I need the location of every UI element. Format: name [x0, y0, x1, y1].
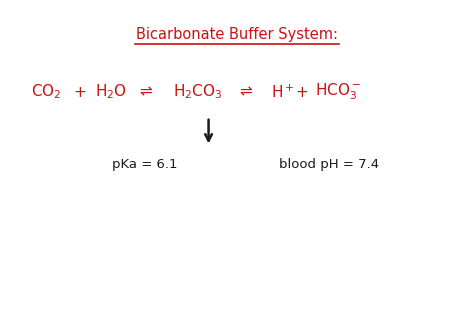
Text: $\rightleftharpoons$: $\rightleftharpoons$	[137, 85, 155, 100]
Text: Bicarbonate Buffer System:: Bicarbonate Buffer System:	[136, 27, 338, 42]
Text: $\mathregular{CO_2}$: $\mathregular{CO_2}$	[31, 83, 61, 101]
Text: $\mathregular{H_2O}$: $\mathregular{H_2O}$	[95, 83, 127, 101]
Text: blood pH = 7.4: blood pH = 7.4	[279, 158, 380, 171]
Text: $\mathregular{HCO_3^-}$: $\mathregular{HCO_3^-}$	[315, 82, 361, 102]
Text: pKa = 6.1: pKa = 6.1	[112, 158, 177, 171]
Text: $\mathregular{+}$: $\mathregular{+}$	[295, 85, 309, 100]
Text: $\mathregular{H^+}$: $\mathregular{H^+}$	[271, 84, 295, 101]
Text: $\rightleftharpoons$: $\rightleftharpoons$	[237, 85, 254, 100]
Text: $\mathregular{+}$: $\mathregular{+}$	[73, 85, 87, 100]
Text: $\mathregular{H_2CO_3}$: $\mathregular{H_2CO_3}$	[173, 83, 223, 101]
